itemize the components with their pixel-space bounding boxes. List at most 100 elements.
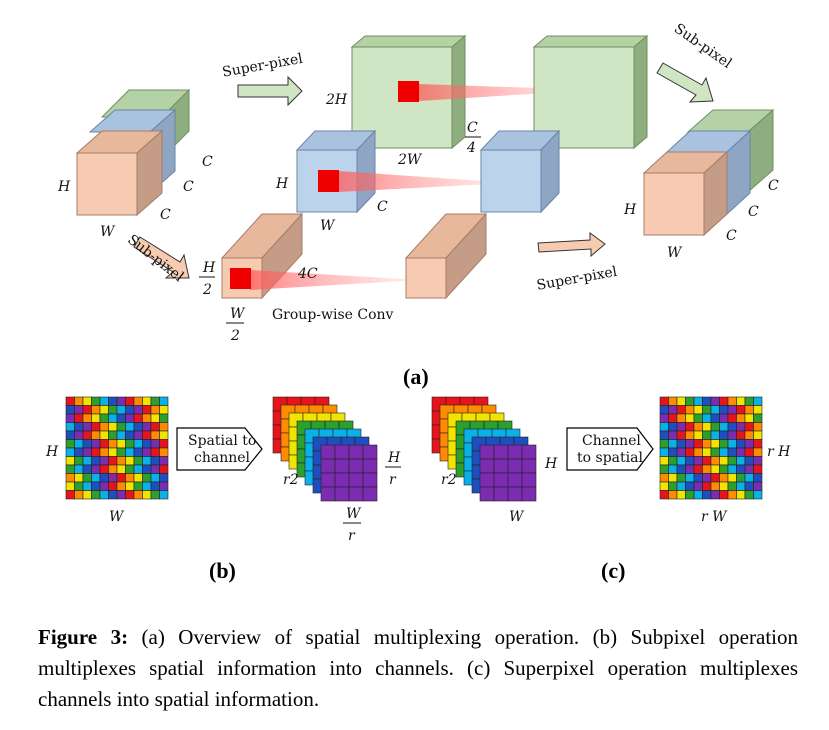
grid-cell [668, 396, 678, 406]
output-c-label-1: C [768, 178, 779, 194]
grid-cell [702, 464, 712, 474]
grid-cell [710, 405, 720, 415]
grid-cell [693, 430, 703, 440]
grid-cell [753, 405, 763, 415]
grid-cell [74, 422, 84, 432]
grid-cell [736, 464, 746, 474]
stack-b-w-num: W [346, 506, 362, 522]
grid-cell [99, 473, 109, 483]
grid-cell [659, 422, 669, 432]
grid-cell [753, 464, 763, 474]
blue-c-label: C [377, 199, 388, 215]
grid-cell [693, 481, 703, 491]
stack-c-w-label: W [509, 509, 525, 525]
channel-layer-cell [320, 472, 336, 488]
grid-cell [736, 422, 746, 432]
grid-cell [693, 439, 703, 449]
grid-cell [710, 430, 720, 440]
stack-b-r2-label: r2 [283, 472, 299, 488]
grid-cell [116, 456, 126, 466]
grid-cell [99, 464, 109, 474]
grid-cell [133, 456, 143, 466]
grid-cell [108, 413, 118, 423]
grid-cell [159, 430, 169, 440]
grid-cell [685, 422, 695, 432]
grid-cell [116, 405, 126, 415]
grid-cell [719, 439, 729, 449]
channel-layer-cell [521, 486, 537, 502]
output-tensor-cube [642, 108, 775, 237]
figure-caption: Figure 3: (a) Overview of spatial multip… [38, 622, 798, 715]
grid-cell [744, 422, 754, 432]
channel-layer-cell [334, 444, 350, 460]
grid-cell [116, 473, 126, 483]
grid-cell [91, 456, 101, 466]
grid-cell [753, 473, 763, 483]
grid-cell [744, 456, 754, 466]
grid-cell [736, 490, 746, 500]
grid-cell [159, 447, 169, 457]
super-pixel-arrow-bottom [537, 232, 606, 258]
channel-layer-cell [362, 486, 378, 502]
sub-pixel-arrow-top-right [656, 62, 714, 103]
grid-cell [74, 481, 84, 491]
grid-cell [125, 439, 135, 449]
caption-text: (a) Overview of spatial multiplexing ope… [38, 625, 798, 711]
grid-cell [82, 413, 92, 423]
grid-cell [693, 405, 703, 415]
grid-cell [150, 481, 160, 491]
grid-cell [116, 439, 126, 449]
grid-cell [142, 473, 152, 483]
grid-cell [702, 422, 712, 432]
grid-cell [108, 405, 118, 415]
panel-b: H W Spatial to channel r2 H r W r (b) [45, 396, 401, 583]
grid-cell [150, 464, 160, 474]
channel-layer-cell [320, 444, 336, 460]
grid-b-h-label: H [45, 444, 59, 460]
grid-cell [676, 405, 686, 415]
grid-cell [74, 464, 84, 474]
grid-cell [133, 439, 143, 449]
grid-cell [142, 422, 152, 432]
channel-layer-cell [521, 458, 537, 474]
grid-cell [659, 405, 669, 415]
grid-cell [744, 464, 754, 474]
grid-cell [753, 439, 763, 449]
grid-cell [710, 396, 720, 406]
grid-cell [685, 464, 695, 474]
grid-cell [753, 396, 763, 406]
orange-w-num: W [230, 306, 246, 322]
grid-cell [668, 481, 678, 491]
grid-cell [91, 396, 101, 406]
input-c-label-2: C [183, 179, 194, 195]
grid-cell [668, 490, 678, 500]
grid-cell [727, 430, 737, 440]
superpixel-output-grid [659, 396, 763, 500]
grid-cell [133, 405, 143, 415]
super-pixel-arrow-top [237, 75, 303, 107]
panel-a: H W C C C Super-pixel Sub-pixel 2H 2W C … [57, 21, 779, 389]
grid-cell [150, 396, 160, 406]
grid-cell [736, 447, 746, 457]
subpixel-input-grid [65, 396, 169, 500]
super-pixel-label-top: Super-pixel [221, 51, 304, 81]
grid-cell [133, 464, 143, 474]
grid-cell [668, 456, 678, 466]
green-c-num: C [467, 120, 478, 136]
grid-cell [744, 481, 754, 491]
grid-cell [82, 422, 92, 432]
grid-cell [99, 405, 109, 415]
blue-tensor-cube [295, 129, 512, 214]
grid-cell [753, 490, 763, 500]
channel-to-spatial-box [566, 427, 654, 471]
grid-cell [150, 422, 160, 432]
output-c-label-2: C [748, 204, 759, 220]
grid-cell [150, 439, 160, 449]
grid-cell [91, 439, 101, 449]
grid-cell [116, 481, 126, 491]
grid-cell [116, 447, 126, 457]
grid-cell [727, 439, 737, 449]
grid-cell [727, 413, 737, 423]
grid-cell [99, 447, 109, 457]
grid-cell [82, 473, 92, 483]
